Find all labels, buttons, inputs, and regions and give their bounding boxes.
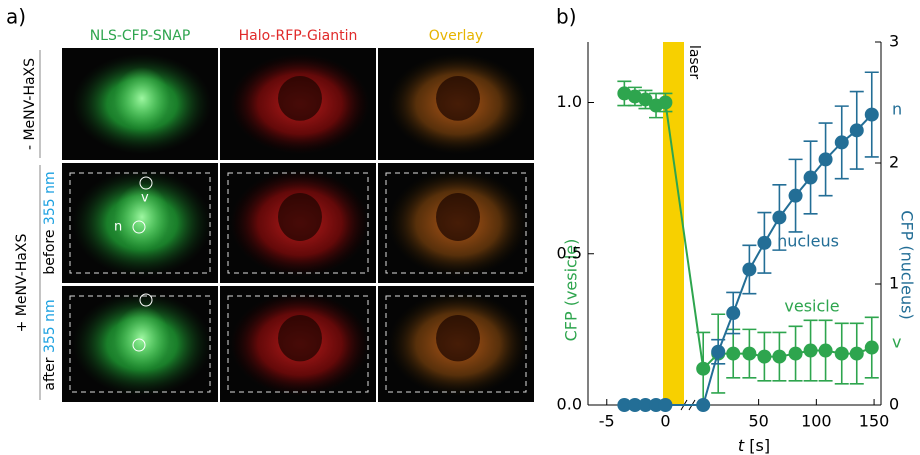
panel-label: b) bbox=[556, 5, 577, 29]
nucleus-dark bbox=[436, 193, 480, 241]
data-point bbox=[726, 306, 740, 320]
column-header: Overlay bbox=[429, 28, 483, 44]
x-tick-label: 50 bbox=[748, 412, 768, 431]
data-point bbox=[658, 398, 672, 412]
data-point bbox=[865, 341, 879, 355]
row-label: after 355 nm bbox=[42, 299, 58, 390]
data-point bbox=[757, 350, 771, 364]
data-point bbox=[789, 189, 803, 203]
column-header: Halo-RFP-Giantin bbox=[239, 28, 358, 44]
row-label: before 355 nm bbox=[42, 171, 58, 274]
data-point bbox=[804, 171, 818, 185]
data-point bbox=[772, 210, 786, 224]
data-point bbox=[819, 344, 833, 358]
nucleus-dark bbox=[278, 315, 322, 361]
wavelength: 355 nm bbox=[42, 299, 58, 353]
y2-tick-label: 2 bbox=[889, 153, 899, 172]
data-point bbox=[772, 350, 786, 364]
series-label: vesicle bbox=[784, 297, 839, 316]
figure: a) NLS-CFP-SNAP Halo-RFP-Giantin Overlay… bbox=[0, 0, 920, 455]
y-tick-label: 0.0 bbox=[557, 395, 582, 414]
data-point bbox=[835, 347, 849, 361]
data-point bbox=[742, 262, 756, 276]
y2-axis-label: CFP (nucleus) bbox=[898, 210, 917, 319]
row-label: + MeNV-HaXS bbox=[14, 234, 30, 333]
nucleus-dark bbox=[436, 315, 480, 361]
data-point bbox=[850, 123, 864, 137]
y2-tick-label: 0 bbox=[889, 395, 899, 414]
data-point bbox=[658, 96, 672, 110]
column-header: NLS-CFP-SNAP bbox=[90, 28, 191, 44]
data-point bbox=[819, 152, 833, 166]
data-point bbox=[742, 347, 756, 361]
y2-tick-label: 1 bbox=[889, 274, 899, 293]
end-label: v bbox=[892, 333, 901, 352]
nucleus-dark bbox=[278, 76, 322, 121]
y-tick-label: 0.5 bbox=[557, 243, 582, 262]
nucleus-blob bbox=[114, 67, 170, 130]
roi-label: v bbox=[141, 191, 149, 206]
data-point bbox=[804, 344, 818, 358]
data-point bbox=[850, 347, 864, 361]
data-point bbox=[696, 398, 710, 412]
y-tick-label: 1.0 bbox=[557, 92, 582, 111]
annotation: laser bbox=[686, 45, 702, 79]
wavelength: 355 nm bbox=[42, 171, 58, 225]
data-point bbox=[865, 108, 879, 122]
nucleus-blob bbox=[114, 306, 170, 371]
x-axis-label: t [s] bbox=[738, 436, 770, 455]
row-label: - MeNV-HaXS bbox=[22, 58, 38, 150]
x-tick-label: 0 bbox=[660, 412, 670, 431]
data-point bbox=[726, 347, 740, 361]
x-tick-label: 100 bbox=[801, 412, 832, 431]
series-line bbox=[624, 115, 871, 405]
data-point bbox=[711, 345, 725, 359]
end-label: n bbox=[892, 100, 902, 119]
data-point bbox=[789, 347, 803, 361]
row-label-part: after bbox=[42, 357, 58, 390]
nucleus-dark bbox=[278, 193, 322, 241]
panel-label: a) bbox=[6, 5, 26, 29]
data-point bbox=[757, 236, 771, 250]
series-label: nucleus bbox=[777, 232, 839, 251]
x-tick-label: 150 bbox=[859, 412, 890, 431]
micrographs: vn bbox=[62, 48, 534, 402]
data-point bbox=[835, 135, 849, 149]
x-tick-label: -5 bbox=[599, 412, 615, 431]
y2-tick-label: 3 bbox=[889, 32, 899, 51]
data-point bbox=[696, 362, 710, 376]
x-unit: [s] bbox=[749, 436, 770, 455]
nucleus-dark bbox=[436, 76, 480, 121]
row-label-part: before bbox=[42, 230, 58, 275]
roi-label: n bbox=[114, 220, 122, 235]
x-var: t bbox=[738, 436, 745, 455]
